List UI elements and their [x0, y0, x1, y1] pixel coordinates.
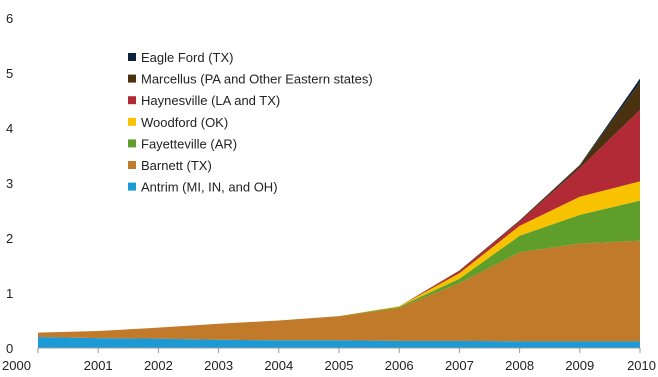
legend-swatch: [128, 182, 136, 191]
x-tick-label: 2000: [2, 358, 31, 373]
legend-label: Barnett (TX): [141, 158, 212, 173]
legend-label: Antrim (MI, IN, and OH): [141, 180, 278, 195]
x-tick-label: 2004: [264, 358, 293, 373]
area-layer: [38, 78, 640, 348]
legend-swatch: [128, 53, 136, 61]
y-tick-label: 6: [6, 11, 13, 26]
legend-label: Marcellus (PA and Other Eastern states): [141, 72, 373, 87]
x-tick-label: 2001: [84, 358, 113, 373]
y-tick-label: 4: [6, 121, 13, 136]
y-tick-label: 1: [6, 286, 13, 301]
y-tick-label: 0: [6, 341, 13, 356]
y-tick-label: 3: [6, 176, 13, 191]
x-tick-label: 2006: [385, 358, 414, 373]
legend-item-barnett-tx: Barnett (TX): [128, 158, 212, 173]
legend-item-woodford-ok: Woodford (OK): [128, 115, 228, 130]
x-tick-label: 2010: [627, 358, 656, 373]
legend-swatch: [128, 96, 136, 105]
x-tick-label: 2003: [204, 358, 233, 373]
legend-item-eagle-ford-tx: Eagle Ford (TX): [128, 50, 233, 65]
legend-item-fayetteville-ar: Fayetteville (AR): [128, 136, 237, 151]
legend-swatch: [128, 161, 136, 169]
legend: Eagle Ford (TX) Marcellus (PA and Other E…: [128, 50, 373, 195]
legend-swatch: [128, 74, 136, 83]
legend-item-haynesville-la-and-tx: Haynesville (LA and TX): [128, 93, 280, 108]
x-tick-label: 2007: [445, 358, 474, 373]
x-tick-label: 2005: [325, 358, 354, 373]
legend-label: Fayetteville (AR): [141, 136, 237, 151]
area-barnett-tx: [38, 240, 640, 342]
y-tick-label: 2: [6, 231, 13, 246]
legend-label: Eagle Ford (TX): [141, 50, 233, 65]
y-tick-label: 5: [6, 66, 13, 81]
area-antrim-mi-in-and-oh: [38, 337, 640, 348]
legend-item-antrim-mi-in-and-oh: Antrim (MI, IN, and OH): [128, 180, 278, 195]
x-tick-label: 2008: [505, 358, 534, 373]
legend-item-marcellus-pa-and-other-eastern-states: Marcellus (PA and Other Eastern states): [128, 72, 373, 87]
legend-label: Haynesville (LA and TX): [141, 93, 280, 108]
legend-label: Woodford (OK): [141, 115, 228, 130]
x-tick-label: 2002: [144, 358, 173, 373]
legend-swatch: [128, 139, 136, 148]
legend-swatch: [128, 117, 136, 126]
x-tick-label: 2009: [565, 358, 594, 373]
axes: 2000 2001 2002 2003 2004 2005 2006 2007 2008 2009…: [2, 11, 656, 373]
